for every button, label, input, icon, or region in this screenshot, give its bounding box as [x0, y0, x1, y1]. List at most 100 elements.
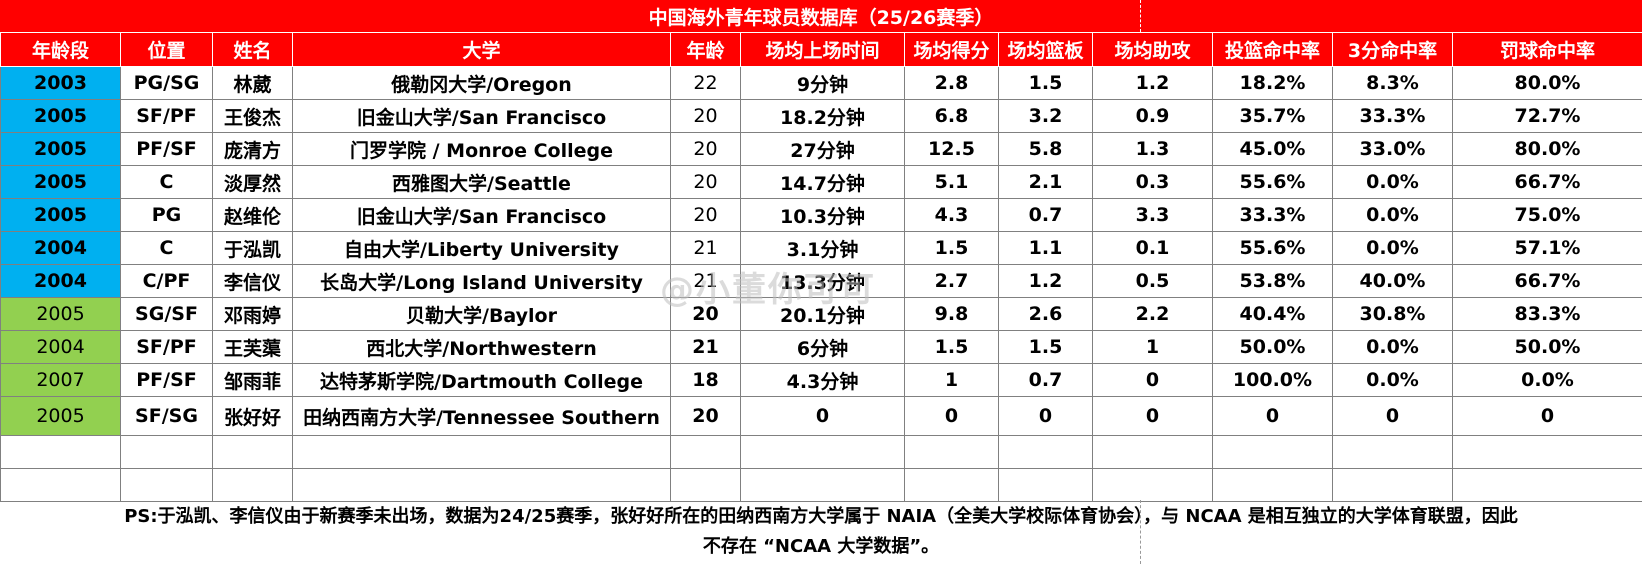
- age-group-cell: 2005: [0, 198, 121, 232]
- table-row: 2005 SG/SF 邓雨婷 贝勒大学/Baylor 20 20.1分钟 9.8 2.6 2.2…: [0, 297, 1642, 331]
- name-cell: 邓雨婷: [212, 297, 293, 331]
- empty-cell: [904, 468, 999, 502]
- ft-pct-cell: 83.3%: [1452, 297, 1642, 331]
- footnote-line-1: PS:于泓凯、李信仪由于新赛季未出场，数据为24/25赛季，张好好所在的田纳西南…: [124, 506, 1518, 527]
- points-cell: 4.3: [904, 198, 999, 232]
- name-cell: 庞清方: [212, 132, 293, 166]
- age-group-cell: 2005: [0, 396, 121, 436]
- university-cell: 西北大学/Northwestern: [292, 330, 671, 364]
- age-group-cell: 2005: [0, 99, 121, 133]
- age-group-cell: 2004: [0, 231, 121, 265]
- empty-cell: [1092, 435, 1213, 469]
- age-cell: 22: [670, 66, 741, 100]
- 3p-pct-cell: 0: [1332, 396, 1453, 436]
- header-name: 姓名: [212, 32, 293, 67]
- age-cell: 21: [670, 330, 741, 364]
- empty-cell: [670, 468, 741, 502]
- rebounds-cell: 5.8: [998, 132, 1093, 166]
- table-row: 2004 C/PF 李信仪 长岛大学/Long Island University 21…: [0, 264, 1642, 298]
- footnote: PS:于泓凯、李信仪由于新赛季未出场，数据为24/25赛季，张好好所在的田纳西南…: [0, 502, 1642, 562]
- 3p-pct-cell: 33.0%: [1332, 132, 1453, 166]
- page-break-line: [1140, 0, 1141, 32]
- age-group-cell: 2005: [0, 297, 121, 331]
- fg-pct-cell: 50.0%: [1212, 330, 1333, 364]
- assists-cell: 1.2: [1092, 66, 1213, 100]
- empty-cell: [998, 435, 1093, 469]
- page-break-line-lower: [1140, 500, 1141, 564]
- position-cell: C: [120, 231, 213, 265]
- ft-pct-cell: 0: [1452, 396, 1642, 436]
- 3p-pct-cell: 0.0%: [1332, 165, 1453, 199]
- age-group-cell: 2004: [0, 264, 121, 298]
- name-cell: 淡厚然: [212, 165, 293, 199]
- points-cell: 9.8: [904, 297, 999, 331]
- fg-pct-cell: 45.0%: [1212, 132, 1333, 166]
- assists-cell: 0.1: [1092, 231, 1213, 265]
- ft-pct-cell: 0.0%: [1452, 363, 1642, 397]
- empty-cell: [1092, 468, 1213, 502]
- 3p-pct-cell: 0.0%: [1332, 363, 1453, 397]
- empty-cell: [1452, 468, 1642, 502]
- university-cell: 西雅图大学/Seattle: [292, 165, 671, 199]
- name-cell: 于泓凯: [212, 231, 293, 265]
- assists-cell: 2.2: [1092, 297, 1213, 331]
- table-row: 2007 PF/SF 邹雨菲 达特茅斯学院/Dartmouth College 18 4.…: [0, 363, 1642, 397]
- header-fg-pct: 投篮命中率: [1212, 32, 1333, 67]
- fg-pct-cell: 35.7%: [1212, 99, 1333, 133]
- empty-cell: [1332, 435, 1453, 469]
- points-cell: 2.8: [904, 66, 999, 100]
- age-cell: 20: [670, 297, 741, 331]
- ft-pct-cell: 50.0%: [1452, 330, 1642, 364]
- table-row: 2003 PG/SG 林葳 俄勒冈大学/Oregon 22 9分钟 2.8 1.5 1.2 18.…: [0, 66, 1642, 100]
- table-row: 2004 SF/PF 王芙蕖 西北大学/Northwestern 21 6分钟 1.5 1.5…: [0, 330, 1642, 364]
- empty-cell: [120, 435, 213, 469]
- minutes-cell: 4.3分钟: [740, 363, 905, 397]
- ft-pct-cell: 57.1%: [1452, 231, 1642, 265]
- fg-pct-cell: 33.3%: [1212, 198, 1333, 232]
- table-row: 2005 PF/SF 庞清方 门罗学院 / Monroe College 20 27分钟 1…: [0, 132, 1642, 166]
- assists-cell: 0.3: [1092, 165, 1213, 199]
- age-group-cell: 2003: [0, 66, 121, 100]
- empty-cell: [0, 435, 121, 469]
- minutes-cell: 13.3分钟: [740, 264, 905, 298]
- minutes-cell: 10.3分钟: [740, 198, 905, 232]
- minutes-cell: 14.7分钟: [740, 165, 905, 199]
- age-cell: 20: [670, 198, 741, 232]
- points-cell: 1.5: [904, 231, 999, 265]
- 3p-pct-cell: 8.3%: [1332, 66, 1453, 100]
- rebounds-cell: 0.7: [998, 198, 1093, 232]
- header-points: 场均得分: [904, 32, 999, 67]
- empty-cell: [120, 468, 213, 502]
- table-row: 2005 PG 赵维伦 旧金山大学/San Francisco 20 10.3分钟 4.3 0…: [0, 198, 1642, 232]
- position-cell: C/PF: [120, 264, 213, 298]
- empty-cell: [1452, 435, 1642, 469]
- rebounds-cell: 3.2: [998, 99, 1093, 133]
- ft-pct-cell: 75.0%: [1452, 198, 1642, 232]
- rebounds-cell: 1.1: [998, 231, 1093, 265]
- position-cell: PF/SF: [120, 132, 213, 166]
- university-cell: 旧金山大学/San Francisco: [292, 99, 671, 133]
- points-cell: 2.7: [904, 264, 999, 298]
- minutes-cell: 3.1分钟: [740, 231, 905, 265]
- fg-pct-cell: 100.0%: [1212, 363, 1333, 397]
- 3p-pct-cell: 33.3%: [1332, 99, 1453, 133]
- 3p-pct-cell: 0.0%: [1332, 198, 1453, 232]
- age-cell: 20: [670, 165, 741, 199]
- 3p-pct-cell: 40.0%: [1332, 264, 1453, 298]
- empty-cell: [1332, 468, 1453, 502]
- empty-cell: [1212, 435, 1333, 469]
- footnote-line-2: 不存在 “NCAA 大学数据”。: [702, 536, 940, 557]
- empty-row: [0, 435, 1642, 469]
- age-group-cell: 2004: [0, 330, 121, 364]
- fg-pct-cell: 55.6%: [1212, 231, 1333, 265]
- assists-cell: 3.3: [1092, 198, 1213, 232]
- name-cell: 张好好: [212, 396, 293, 436]
- header-age-group: 年龄段: [0, 32, 121, 67]
- university-cell: 达特茅斯学院/Dartmouth College: [292, 363, 671, 397]
- rebounds-cell: 2.6: [998, 297, 1093, 331]
- rebounds-cell: 0.7: [998, 363, 1093, 397]
- position-cell: SF/PF: [120, 330, 213, 364]
- rebounds-cell: 0: [998, 396, 1093, 436]
- points-cell: 12.5: [904, 132, 999, 166]
- position-cell: PF/SF: [120, 363, 213, 397]
